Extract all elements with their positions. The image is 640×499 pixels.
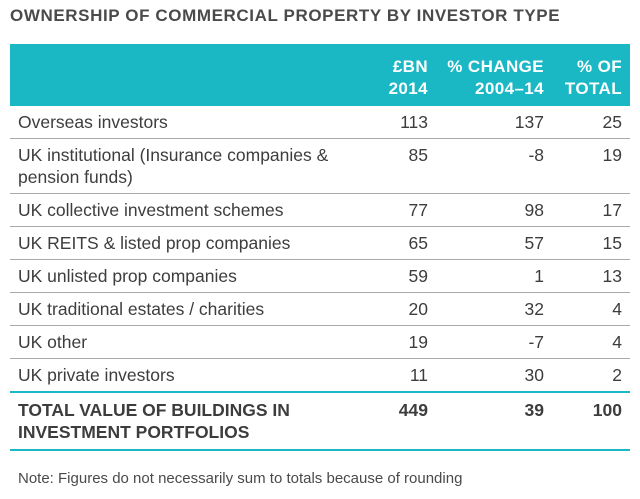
- footnote: Note: Figures do not necessarily sum to …: [18, 470, 463, 487]
- header-pct-change: % CHANGE 2004–14: [436, 44, 552, 106]
- header-bn-2014: £BN 2014: [374, 44, 436, 106]
- table-row: UK traditional estates / charities 20 32 4: [10, 292, 630, 326]
- cell-pct-change: 32: [436, 292, 552, 326]
- cell-pct-change: 1: [436, 259, 552, 293]
- cell-pct-total: 13: [552, 259, 630, 293]
- table-row: UK private investors 11 30 2: [10, 358, 630, 393]
- header-pct-total: % OF TOTAL: [552, 44, 630, 106]
- cell-pct-change: 30: [436, 358, 552, 393]
- total-row: TOTAL VALUE OF BUILDINGS IN INVESTMENT P…: [10, 391, 630, 451]
- header-bn-2014-line2: 2014: [388, 79, 428, 98]
- row-label: UK private investors: [10, 358, 374, 393]
- cell-bn-2014: 85: [374, 138, 436, 194]
- cell-pct-change: 39: [436, 391, 552, 451]
- cell-bn-2014: 65: [374, 226, 436, 260]
- table-row: UK unlisted prop companies 59 1 13: [10, 259, 630, 293]
- cell-pct-change: -8: [436, 138, 552, 194]
- table-row: UK other 19 -7 4: [10, 325, 630, 359]
- cell-pct-total: 19: [552, 138, 630, 194]
- cell-pct-total: 100: [552, 391, 630, 451]
- header-pct-change-line1: % CHANGE: [447, 57, 544, 76]
- header-pct-total-line2: TOTAL: [564, 79, 622, 98]
- header-bn-2014-line1: £BN: [392, 57, 428, 76]
- ownership-table: £BN 2014 % CHANGE 2004–14 % OF TOTAL Overseas…: [10, 44, 630, 451]
- row-label: UK REITS & listed prop companies: [10, 226, 374, 260]
- cell-pct-total: 4: [552, 325, 630, 359]
- table-row: UK REITS & listed prop companies 65 57 15: [10, 226, 630, 260]
- cell-bn-2014: 113: [374, 106, 436, 139]
- cell-pct-change: 98: [436, 193, 552, 227]
- cell-bn-2014: 20: [374, 292, 436, 326]
- cell-pct-total: 25: [552, 106, 630, 139]
- header-pct-total-line1: % OF: [576, 57, 622, 76]
- row-label: Overseas investors: [10, 106, 374, 139]
- header-pct-change-line2: 2004–14: [475, 79, 544, 98]
- cell-bn-2014: 11: [374, 358, 436, 393]
- cell-pct-total: 4: [552, 292, 630, 326]
- cell-pct-change: 137: [436, 106, 552, 139]
- cell-pct-total: 17: [552, 193, 630, 227]
- cell-pct-change: 57: [436, 226, 552, 260]
- cell-bn-2014: 77: [374, 193, 436, 227]
- cell-pct-change: -7: [436, 325, 552, 359]
- row-label: UK collective investment schemes: [10, 193, 374, 227]
- table-title: OWNERSHIP OF COMMERCIAL PROPERTY BY INVE…: [10, 6, 561, 25]
- cell-pct-total: 15: [552, 226, 630, 260]
- row-label: TOTAL VALUE OF BUILDINGS IN INVESTMENT P…: [10, 391, 374, 451]
- row-label: UK other: [10, 325, 374, 359]
- row-label: UK unlisted prop companies: [10, 259, 374, 293]
- table-row: Overseas investors 113 137 25: [10, 106, 630, 139]
- cell-bn-2014: 449: [374, 391, 436, 451]
- cell-bn-2014: 59: [374, 259, 436, 293]
- row-label: UK traditional estates / charities: [10, 292, 374, 326]
- table-row: UK collective investment schemes 77 98 17: [10, 193, 630, 227]
- header-row: £BN 2014 % CHANGE 2004–14 % OF TOTAL: [10, 44, 630, 106]
- cell-pct-total: 2: [552, 358, 630, 393]
- row-label: UK institutional (Insurance companies & …: [10, 138, 374, 194]
- table-row: UK institutional (Insurance companies & …: [10, 138, 630, 194]
- header-label: [10, 44, 374, 106]
- cell-bn-2014: 19: [374, 325, 436, 359]
